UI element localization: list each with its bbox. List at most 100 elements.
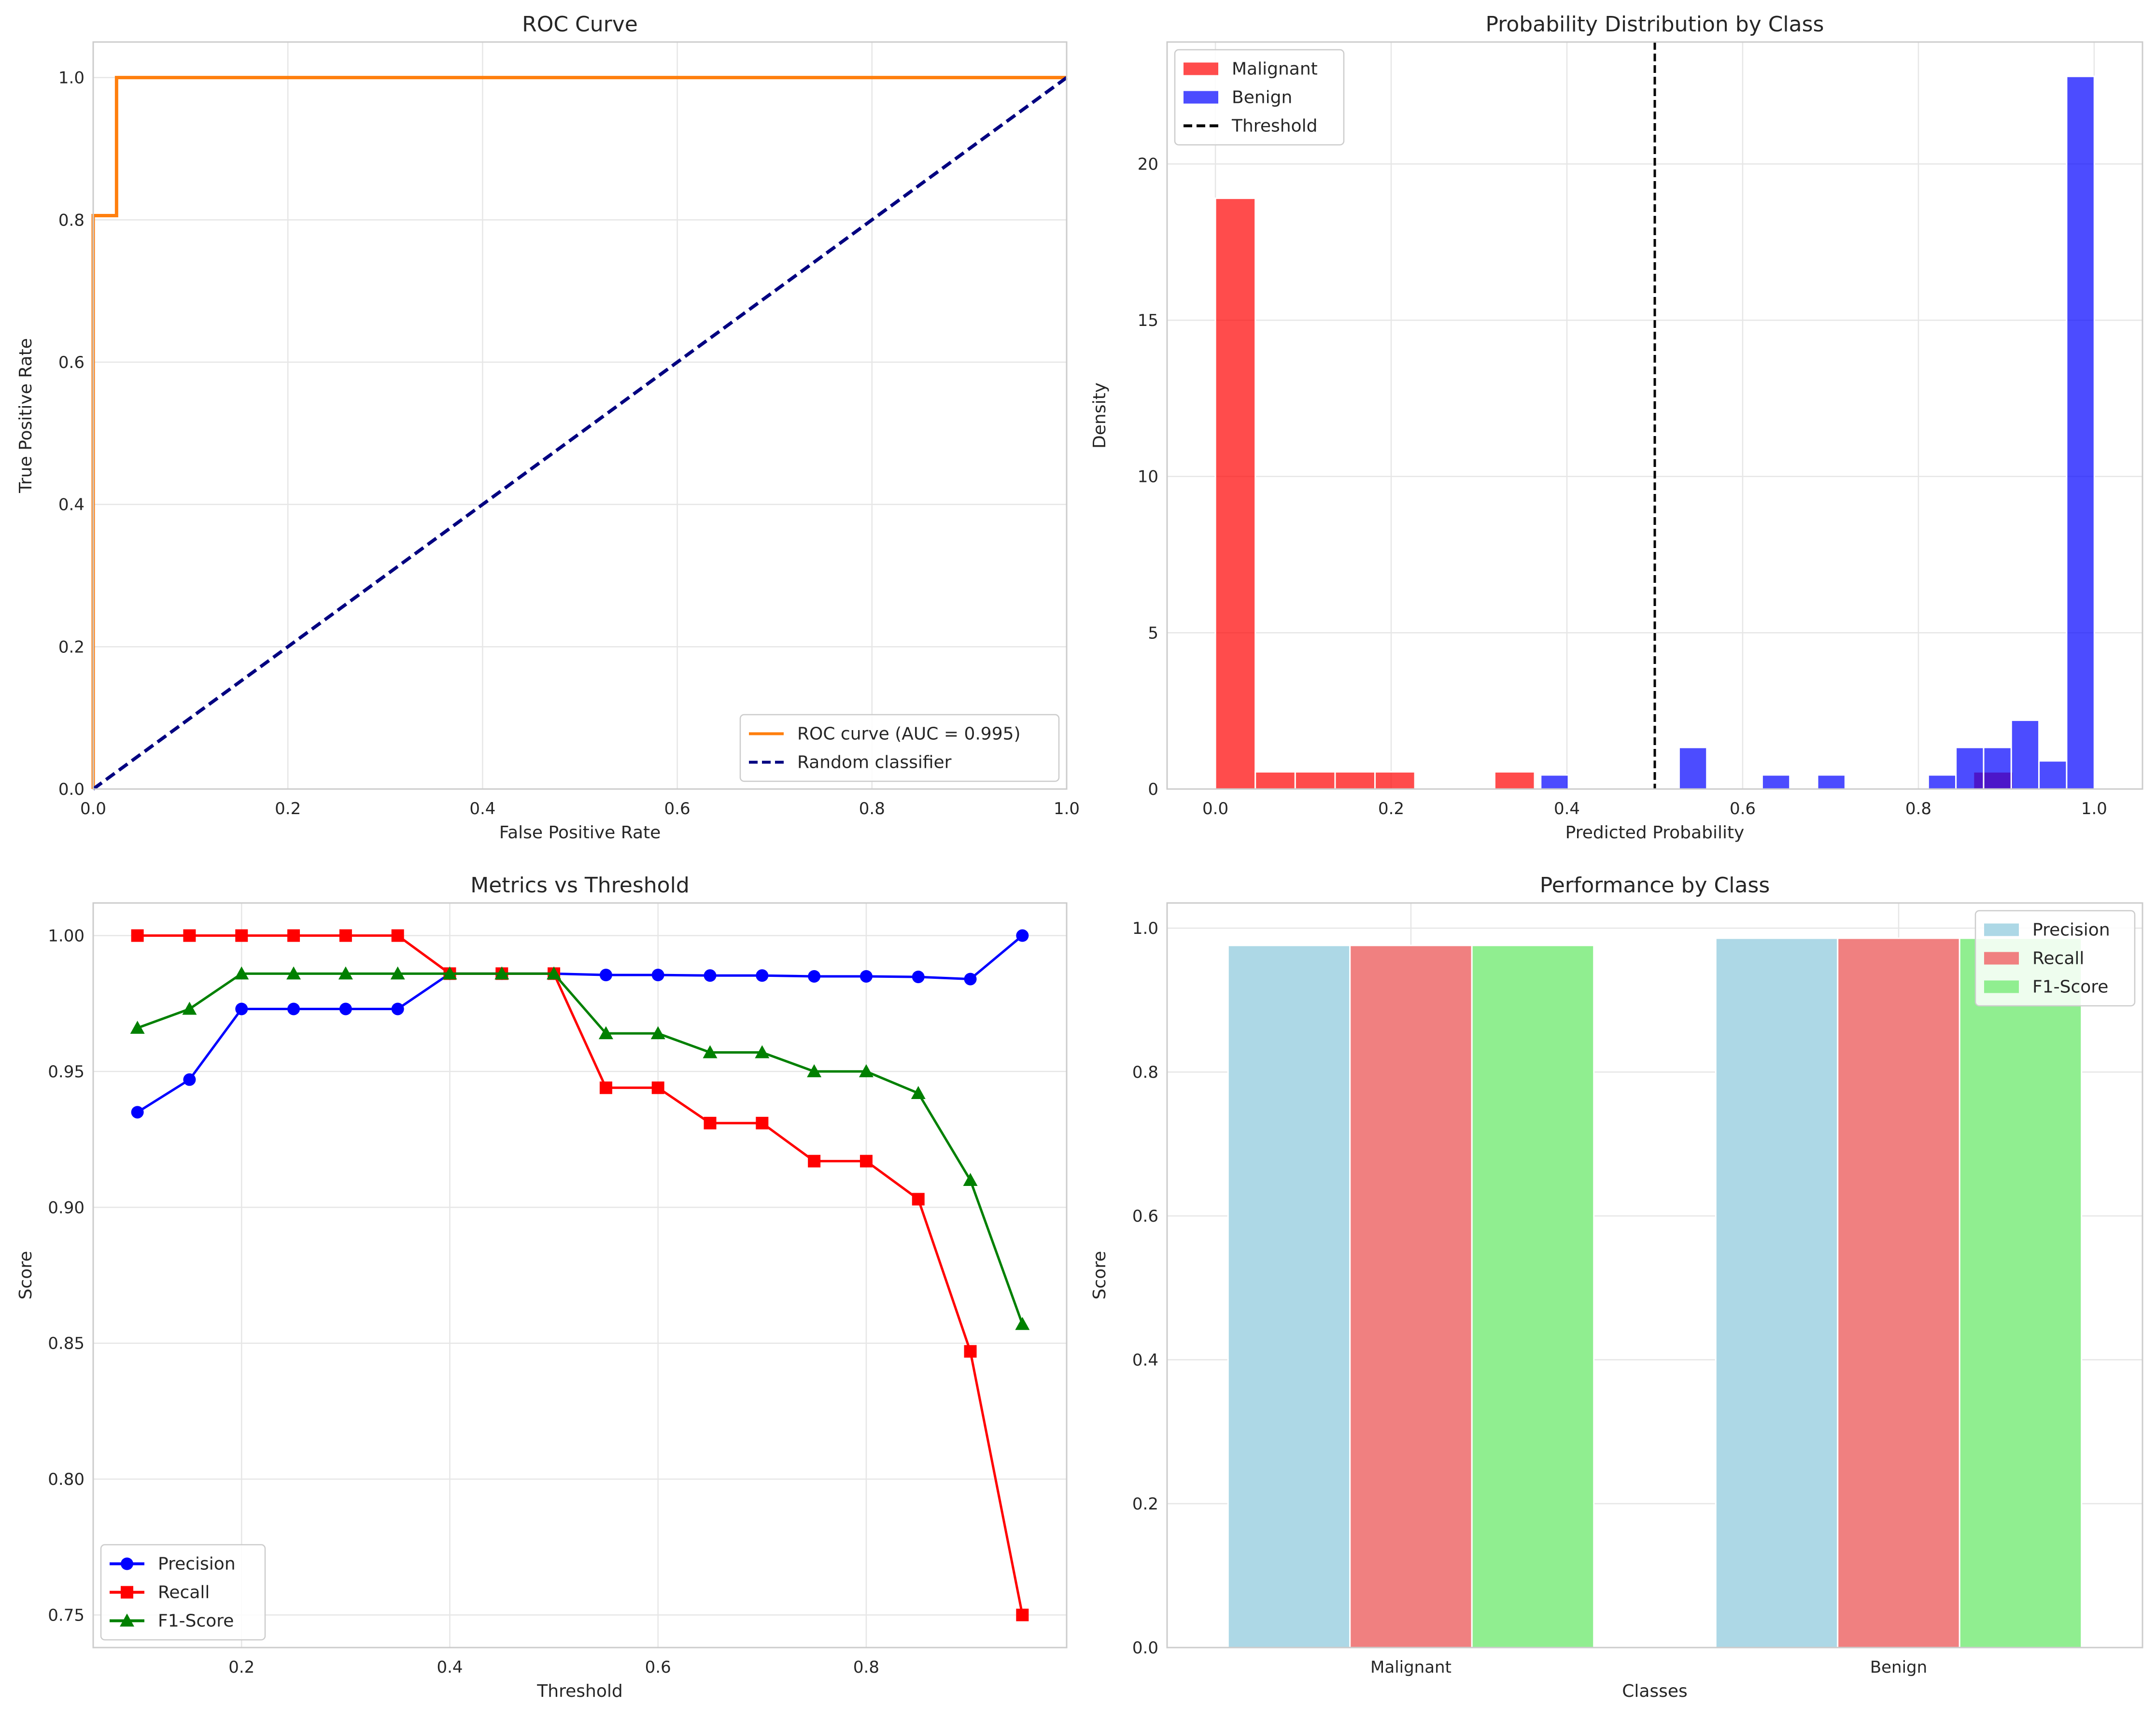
data-point-f1-score bbox=[182, 1001, 197, 1015]
y-tick-label: 0.0 bbox=[1132, 1638, 1158, 1658]
data-point-recall bbox=[704, 1116, 717, 1129]
chart-title: Probability Distribution by Class bbox=[1486, 12, 1824, 37]
data-point-precision bbox=[756, 969, 769, 982]
data-point-f1-score bbox=[859, 1064, 874, 1077]
histogram-bar-malignant bbox=[1214, 197, 1256, 790]
y-tick-label: 0.8 bbox=[1132, 1063, 1158, 1082]
y-axis-label: Score bbox=[1090, 1251, 1110, 1300]
data-point-precision bbox=[912, 971, 925, 984]
x-tick-label: 0.8 bbox=[853, 1658, 879, 1677]
data-point-f1-score bbox=[286, 966, 301, 980]
y-tick-label: 0.75 bbox=[48, 1606, 85, 1625]
bar-precision-benign bbox=[1715, 937, 1839, 1649]
data-point-precision bbox=[860, 970, 873, 983]
x-tick-label: 0.8 bbox=[1905, 799, 1931, 818]
y-tick-label: 0.2 bbox=[1132, 1494, 1158, 1514]
legend: Precision Recall F1-Score bbox=[1974, 910, 2136, 1007]
x-axis-label: False Positive Rate bbox=[499, 823, 661, 843]
legend-marker bbox=[121, 1586, 133, 1599]
legend-box bbox=[739, 714, 1060, 782]
legend-label: ROC curve (AUC = 0.995) bbox=[797, 724, 1021, 744]
data-point-recall bbox=[651, 1081, 664, 1094]
legend-label: Malignant bbox=[1232, 59, 1318, 79]
x-tick-label: 0.2 bbox=[275, 799, 301, 818]
histogram-bar-malignant bbox=[1494, 771, 1536, 790]
legend-label: Random classifier bbox=[797, 753, 952, 773]
data-point-precision bbox=[704, 969, 717, 982]
x-tick-label: 0.6 bbox=[664, 799, 690, 818]
data-point-precision bbox=[599, 969, 612, 982]
x-tick-label: 0.0 bbox=[1202, 799, 1228, 818]
data-point-precision bbox=[651, 969, 664, 982]
chart-title: ROC Curve bbox=[522, 12, 638, 37]
data-point-precision bbox=[808, 970, 821, 983]
data-point-f1-score bbox=[598, 1026, 613, 1040]
x-axis-label: Classes bbox=[1622, 1681, 1688, 1701]
histogram-bar-benign bbox=[2010, 719, 2040, 790]
data-point-f1-score bbox=[703, 1045, 718, 1058]
panel-2: 0.0 0.2 0.4 0.6 0.8 1.0 0 5 10 15 20 Probability Di… bbox=[1090, 12, 2143, 843]
legend-swatch bbox=[1184, 91, 1218, 104]
data-point-f1-score bbox=[911, 1086, 926, 1099]
x-tick-label: 0.2 bbox=[1378, 799, 1404, 818]
x-tick-label: 0.4 bbox=[437, 1658, 463, 1677]
data-point-recall bbox=[964, 1345, 977, 1358]
y-tick-label: 10 bbox=[1138, 467, 1158, 487]
x-tick-label: 0.4 bbox=[469, 799, 495, 818]
y-tick-label: 0.6 bbox=[1132, 1207, 1158, 1226]
y-tick-label: 0.6 bbox=[58, 353, 85, 372]
data-point-recall bbox=[599, 1081, 612, 1094]
data-point-precision bbox=[235, 1002, 248, 1015]
data-point-f1-score bbox=[547, 966, 562, 980]
x-axis-label: Threshold bbox=[536, 1681, 622, 1701]
y-tick-label: 15 bbox=[1138, 311, 1158, 330]
x-tick-label: 0.4 bbox=[1554, 799, 1580, 818]
data-point-precision bbox=[964, 973, 977, 986]
legend-label: F1-Score bbox=[158, 1611, 234, 1631]
y-tick-label: 0.80 bbox=[48, 1470, 85, 1489]
data-point-precision bbox=[183, 1073, 196, 1086]
data-point-f1-score bbox=[130, 1020, 145, 1034]
y-tick-label: 5 bbox=[1148, 623, 1158, 643]
histogram-bar-benign bbox=[1955, 747, 1985, 790]
data-point-recall bbox=[756, 1116, 769, 1129]
x-tick-label: 1.0 bbox=[2081, 799, 2107, 818]
data-point-recall bbox=[339, 929, 352, 942]
data-point-f1-score bbox=[807, 1064, 822, 1077]
histogram-bar-benign bbox=[1983, 747, 2012, 790]
x-tick-label: 0.2 bbox=[228, 1658, 254, 1677]
data-point-f1-score bbox=[1015, 1317, 1030, 1330]
y-tick-label: 0.95 bbox=[48, 1062, 85, 1082]
data-point-f1-score bbox=[338, 966, 353, 980]
histogram-bar-benign bbox=[1817, 774, 1846, 790]
histogram-bar-malignant bbox=[1334, 771, 1376, 790]
y-tick-label: 0.2 bbox=[58, 637, 85, 657]
data-point-f1-score bbox=[494, 966, 509, 980]
x-tick-label: Benign bbox=[1870, 1658, 1927, 1677]
series-line-recall bbox=[137, 934, 1024, 1615]
histogram-bar-benign bbox=[2038, 760, 2068, 790]
data-point-recall bbox=[183, 929, 196, 942]
bar-recall-malignant bbox=[1349, 945, 1473, 1649]
panel-4: 0.0 0.2 0.4 0.6 0.8 1.0 Malignant Benign Perform… bbox=[1090, 873, 2143, 1701]
data-point-precision bbox=[1016, 929, 1029, 942]
legend-swatch bbox=[1184, 62, 1218, 75]
data-point-recall bbox=[1016, 1608, 1029, 1621]
legend-label: Benign bbox=[1232, 88, 1292, 108]
x-axis-label: Predicted Probability bbox=[1565, 823, 1745, 843]
bar-f1-score-benign bbox=[1959, 937, 2083, 1649]
series-line-f1-score bbox=[137, 972, 1024, 1325]
legend-swatch bbox=[1984, 923, 2019, 936]
data-point-recall bbox=[912, 1193, 925, 1206]
data-point-f1-score bbox=[442, 966, 457, 980]
histogram-bar-malignant bbox=[1294, 771, 1336, 790]
legend-label: F1-Score bbox=[2032, 977, 2108, 997]
legend: Malignant Benign Threshold bbox=[1174, 49, 1345, 146]
x-tick-label: 0.6 bbox=[1730, 799, 1756, 818]
chart-title: Metrics vs Threshold bbox=[470, 873, 690, 898]
data-point-recall bbox=[860, 1155, 873, 1168]
data-point-recall bbox=[287, 929, 300, 942]
data-point-recall bbox=[131, 929, 144, 942]
y-axis-label: Density bbox=[1090, 382, 1110, 449]
data-point-f1-score bbox=[755, 1045, 770, 1058]
